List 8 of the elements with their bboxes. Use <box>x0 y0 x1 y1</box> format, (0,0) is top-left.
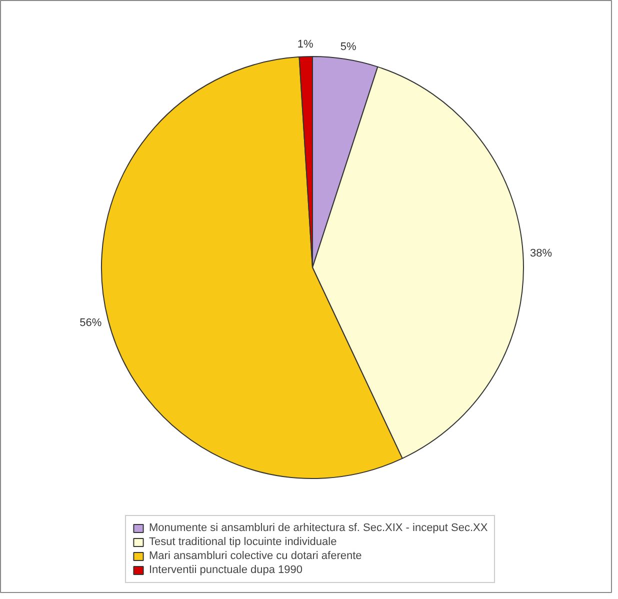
legend-label: Monumente si ansambluri de arhitectura sf. Sec.XIX - inceput Sec.XX <box>149 522 488 534</box>
legend-label: Interventii punctuale dupa 1990 <box>149 564 303 576</box>
data-label: 38% <box>530 248 552 260</box>
legend-label: Mari ansambluri colective cu dotari aferente <box>149 550 362 562</box>
data-label: 56% <box>80 316 102 329</box>
data-label: 1% <box>297 38 314 51</box>
legend-label: Tesut traditional tip locuinte individuale <box>149 536 337 548</box>
data-label: 5% <box>340 41 356 54</box>
